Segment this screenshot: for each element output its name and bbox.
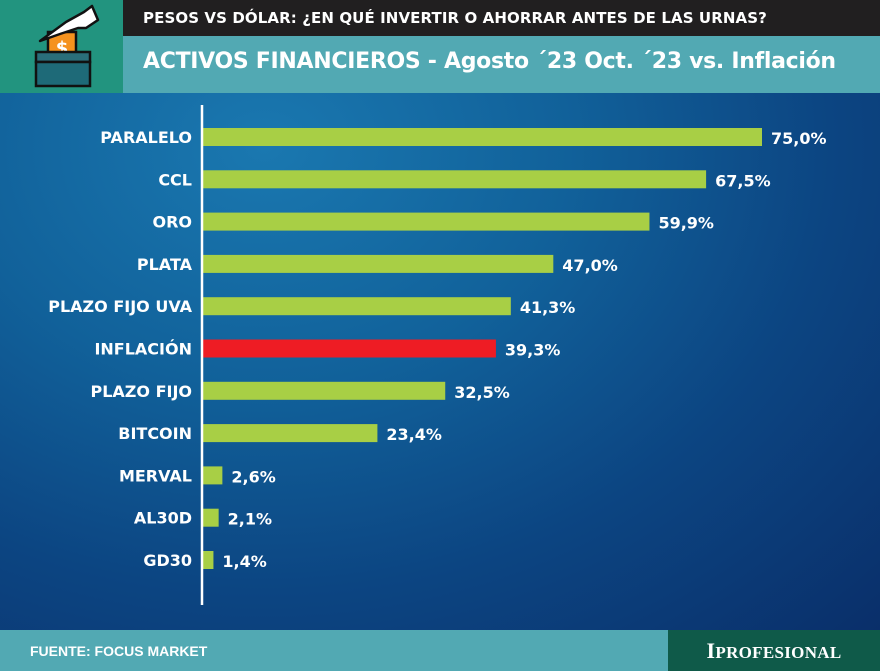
- value-label: 59,9%: [658, 214, 714, 233]
- ballot-box-money-icon: $: [34, 4, 100, 88]
- header-icon-panel: $: [0, 0, 123, 93]
- bar-al30d: [203, 508, 219, 527]
- header-kicker-bar: PESOS VS DÓLAR: ¿EN QUÉ INVERTIR O AHORR…: [123, 0, 880, 36]
- category-label: PLAZO FIJO: [90, 382, 192, 401]
- category-label: BITCOIN: [118, 424, 192, 443]
- bar-ccl: [203, 170, 707, 189]
- source-label: FUENTE: FOCUS MARKET: [30, 643, 208, 659]
- bar-gd30: [203, 551, 214, 569]
- bar-plata: [203, 254, 554, 273]
- bar-inflaci-n: [203, 339, 496, 358]
- category-label: PLATA: [137, 255, 193, 274]
- category-label: PLAZO FIJO UVA: [48, 297, 192, 316]
- chart-title: ACTIVOS FINANCIEROS - Agosto ´23 Oct. ´2…: [143, 49, 836, 74]
- value-label: 67,5%: [715, 171, 771, 190]
- bar-plazo-fijo-uva: [203, 297, 511, 316]
- value-label: 32,5%: [454, 383, 510, 402]
- value-label: 75,0%: [771, 129, 827, 148]
- value-label: 47,0%: [562, 256, 618, 275]
- value-label: 1,4%: [222, 552, 266, 571]
- bar-merval: [203, 466, 223, 485]
- category-label: MERVAL: [119, 466, 192, 485]
- category-label: ORO: [152, 213, 192, 232]
- category-label: CCL: [158, 170, 192, 189]
- value-label: 39,3%: [505, 341, 561, 360]
- category-label: INFLACIÓN: [94, 340, 192, 359]
- brand-panel: IPROFESIONAL: [668, 630, 880, 671]
- category-label: PARALELO: [100, 128, 192, 147]
- value-label: 2,1%: [228, 510, 272, 529]
- header-kicker: PESOS VS DÓLAR: ¿EN QUÉ INVERTIR O AHORR…: [143, 9, 767, 27]
- bar-paralelo: [203, 128, 762, 146]
- value-label: 41,3%: [520, 298, 576, 317]
- brand-logo: IPROFESIONAL: [706, 638, 842, 663]
- header-title-bar: ACTIVOS FINANCIEROS - Agosto ´23 Oct. ´2…: [123, 36, 880, 93]
- value-label: 2,6%: [231, 467, 275, 486]
- bar-bitcoin: [203, 424, 378, 443]
- bar-oro: [203, 212, 650, 231]
- value-label: 23,4%: [386, 425, 442, 444]
- category-label: GD30: [143, 551, 192, 570]
- category-label: AL30D: [134, 509, 192, 528]
- bar-plazo-fijo: [203, 381, 446, 400]
- bar-chart: PARALELO 75,0% CCL 67,5% ORO 59,9% PLATA 47,0% P…: [48, 105, 827, 605]
- footer-bar: FUENTE: FOCUS MARKET: [0, 630, 668, 671]
